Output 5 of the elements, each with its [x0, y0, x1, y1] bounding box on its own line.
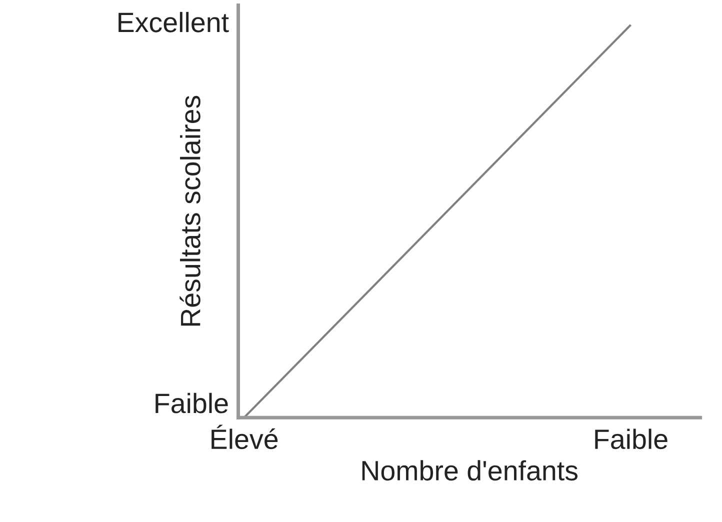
x-tick-label: Élevé [212, 424, 278, 450]
annotation: Faible [156, 392, 228, 414]
annotation: Excellent [118, 12, 229, 32]
y-axis-title: Résultats scolaires [180, 96, 200, 326]
x-axis-title: Nombre d'enfants [362, 460, 578, 481]
